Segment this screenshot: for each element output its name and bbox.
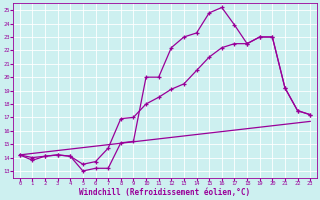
- X-axis label: Windchill (Refroidissement éolien,°C): Windchill (Refroidissement éolien,°C): [79, 188, 251, 197]
